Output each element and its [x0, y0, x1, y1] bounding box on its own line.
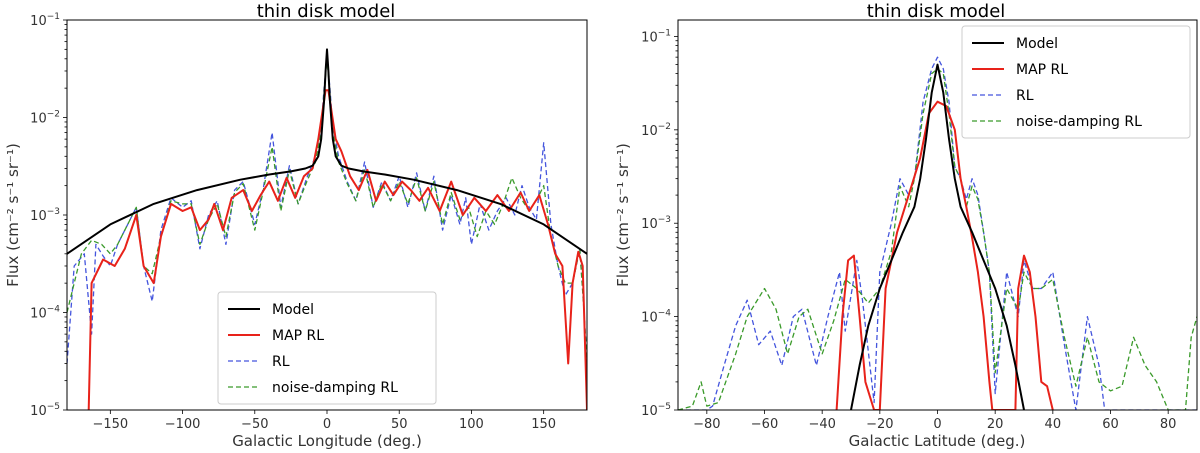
panel-right-axes-frame — [677, 19, 1198, 411]
series-line-model — [850, 63, 1025, 410]
y-tick-label: 10−3 — [641, 215, 671, 232]
x-tick-label: 0 — [933, 417, 941, 432]
x-tick-label: 20 — [987, 417, 1004, 432]
series-line-map-rl — [835, 100, 1054, 410]
x-tick-label: 150 — [531, 417, 556, 432]
series-line-noise-damping-rl — [678, 68, 1197, 410]
x-tick-label: −150 — [92, 417, 128, 432]
legend-label: MAP RL — [272, 328, 324, 344]
x-tick-label: −60 — [751, 417, 778, 432]
x-tick-label: −40 — [808, 417, 835, 432]
panel-left-title: thin disk model — [257, 1, 396, 22]
y-tick-label: 10−4 — [641, 309, 671, 326]
legend-label: RL — [272, 354, 290, 370]
panel-left-legend: Model MAP RL RL noise-damping RL — [217, 291, 437, 405]
x-tick-label: 60 — [1102, 417, 1119, 432]
panel-right-legend: Model MAP RL RL noise-damping RL — [961, 25, 1191, 139]
y-tick-label: 10−4 — [30, 305, 60, 322]
panel-right-title: thin disk model — [867, 1, 1006, 22]
panel-left-x-axis-label: Galactic Longitude (deg.) — [232, 432, 422, 450]
panel-right-plot-area — [678, 56, 1197, 410]
legend-label: Model — [1016, 36, 1058, 52]
legend-frame — [217, 291, 437, 405]
x-tick-label: −100 — [165, 417, 201, 432]
panel-left-x-ticks: −150 −100 −50 0 50 100 150 — [92, 410, 556, 432]
x-tick-label: 0 — [323, 417, 331, 432]
y-tick-label: 10−2 — [641, 122, 671, 139]
legend-label: MAP RL — [1016, 62, 1068, 78]
panel-left-plot-area — [67, 48, 587, 410]
panel-left-y-ticks: 10−5 10−4 10−3 10−2 10−1 — [30, 12, 67, 419]
panel-left: thin disk model −150 −100 −50 0 50 100 150 10−… — [4, 1, 588, 450]
panel-left-y-axis-label: Flux (cm⁻² s⁻¹ sr⁻¹) — [4, 143, 22, 287]
x-tick-label: 50 — [391, 417, 408, 432]
x-tick-label: 80 — [1160, 417, 1177, 432]
y-tick-label: 10−1 — [641, 28, 671, 45]
panel-right: thin disk model −80 −60 −40 −20 0 20 40 60 80 10… — [614, 1, 1198, 450]
legend-label: noise-damping RL — [1016, 114, 1142, 130]
panel-right-x-ticks: −80 −60 −40 −20 0 20 40 60 80 — [693, 410, 1176, 432]
x-tick-label: 100 — [459, 417, 484, 432]
x-tick-label: −20 — [866, 417, 893, 432]
y-tick-label: 10−5 — [641, 402, 671, 419]
legend-frame — [961, 25, 1191, 139]
panel-right-y-ticks: 10−5 10−4 10−3 10−2 10−1 — [641, 28, 678, 419]
y-tick-label: 10−5 — [30, 402, 60, 419]
legend-label: RL — [1016, 88, 1034, 104]
x-tick-label: 40 — [1045, 417, 1062, 432]
y-tick-label: 10−3 — [30, 207, 60, 224]
legend-label: Model — [272, 302, 314, 318]
x-tick-label: −80 — [693, 417, 720, 432]
y-tick-label: 10−2 — [30, 110, 60, 127]
y-tick-label: 10−1 — [30, 12, 60, 29]
panel-right-y-axis-label: Flux (cm⁻² s⁻¹ sr⁻¹) — [614, 143, 632, 287]
series-line-model — [67, 48, 587, 255]
panel-right-x-axis-label: Galactic Latitude (deg.) — [849, 432, 1026, 450]
x-tick-label: −50 — [241, 417, 268, 432]
panel-left-axes-frame — [66, 19, 588, 411]
legend-label: noise-damping RL — [272, 380, 398, 396]
